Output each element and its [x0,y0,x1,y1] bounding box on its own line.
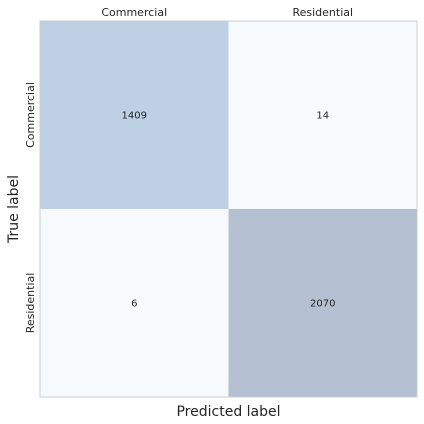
plot-frame [39,20,418,398]
y-tick-label: Residential [24,273,37,334]
x-axis-title: Predicted label [176,404,280,420]
heatmap-cell [40,209,229,397]
heatmap-cell [228,209,417,397]
y-axis-title: True label [6,175,22,244]
cell-value-label: 6 [131,299,137,310]
x-tick-label: Residential [292,6,353,19]
cell-value-label: 1409 [122,111,147,122]
cell-value-label: 14 [316,111,329,122]
y-tick-label: Commercial [24,82,37,148]
heatmap-cells: 1409 14 6 2070 [40,21,417,397]
heatmap-cell [228,21,417,209]
x-tick-label: Commercial [101,6,167,19]
x-tick-labels: Commercial Residential [101,6,353,19]
heatmap-cell [40,21,229,209]
y-tick-labels: Commercial Residential [24,82,37,333]
cell-value-label: 2070 [310,299,335,310]
